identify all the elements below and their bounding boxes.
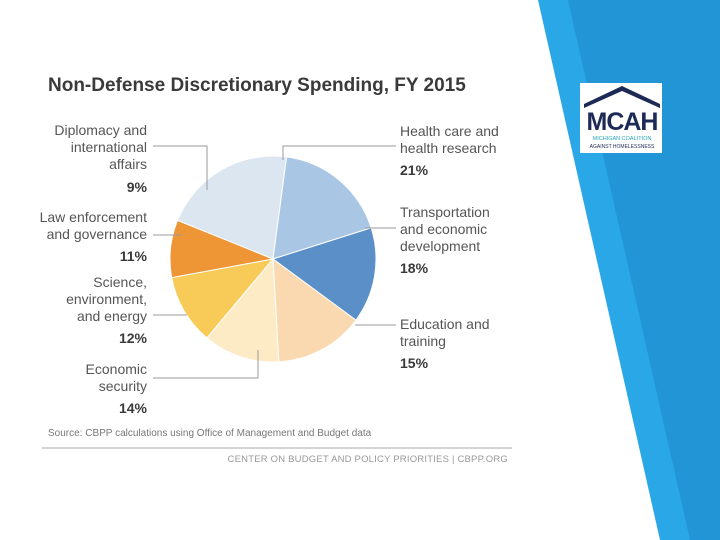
chart-source: Source: CBPP calculations using Office o… (48, 428, 372, 439)
label-economic: Economic security 14% (86, 361, 148, 416)
label-science-line-1: Science, (93, 274, 147, 290)
slice-diplomacy (169, 219, 275, 279)
house-roof-icon (584, 86, 660, 108)
label-health-line-1: Health care and (400, 123, 499, 139)
slice-science (206, 257, 280, 363)
label-diplomacy: Diplomacy and international affairs 9% (54, 122, 147, 195)
value-law: 11% (120, 248, 148, 264)
label-transport-line-2: and economic (400, 221, 487, 237)
label-transport-line-1: Transportation (400, 204, 490, 220)
label-economic-line-1: Economic (86, 361, 147, 377)
value-transport: 18% (400, 260, 429, 276)
value-health: 21% (400, 162, 429, 178)
slice-health (176, 155, 288, 260)
label-diplomacy-line-3: affairs (109, 156, 147, 172)
slice-transport (272, 156, 372, 260)
value-diplomacy: 9% (127, 179, 148, 195)
label-education: Education and training 15% (400, 316, 490, 371)
label-science-line-3: and energy (77, 308, 147, 324)
slice-education (271, 227, 377, 321)
value-science: 12% (119, 330, 148, 346)
label-economic-line-2: security (99, 378, 147, 394)
logo-line-1: MICHIGAN COALITION (593, 136, 652, 142)
label-science: Science, environment, and energy 12% (66, 274, 147, 346)
label-education-line-2: training (400, 333, 446, 349)
value-economic: 14% (119, 400, 148, 416)
label-diplomacy-line-2: international (71, 139, 147, 155)
slice-economic (272, 257, 357, 363)
label-law-line-2: and governance (47, 226, 148, 242)
leader-economic (153, 350, 259, 379)
label-diplomacy-line-1: Diplomacy and (54, 122, 147, 138)
label-health: Health care and health research 21% (400, 123, 499, 178)
slice-law (171, 258, 275, 339)
label-health-line-2: health research (400, 140, 497, 156)
label-transport-line-3: development (400, 238, 480, 254)
leader-diplomacy (153, 145, 208, 190)
leader-health (282, 145, 396, 160)
logo-letters: MCAH (587, 108, 658, 136)
label-law-line-1: Law enforcement (40, 209, 148, 225)
mcah-logo: MCAH MICHIGAN COALITION AGAINST HOMELESS… (580, 83, 662, 153)
chart-title: Non-Defense Discretionary Spending, FY 2… (48, 75, 466, 96)
logo-line-2: AGAINST HOMELESSNESS (590, 144, 655, 150)
value-education: 15% (400, 355, 429, 371)
label-transport: Transportation and economic development … (400, 204, 490, 276)
chart-credit: CENTER ON BUDGET AND POLICY PRIORITIES |… (228, 454, 508, 465)
label-law: Law enforcement and governance 11% (40, 209, 148, 264)
pie-chart (169, 155, 377, 363)
label-science-line-2: environment, (66, 291, 147, 307)
label-education-line-1: Education and (400, 316, 490, 332)
